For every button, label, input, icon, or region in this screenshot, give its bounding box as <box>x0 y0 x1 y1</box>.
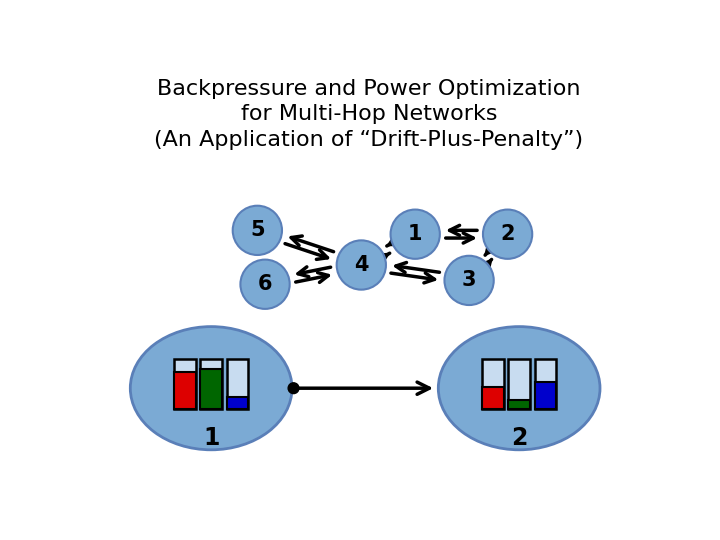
Text: 6: 6 <box>258 274 272 294</box>
Bar <box>227 359 248 409</box>
Bar <box>482 387 504 409</box>
Text: Backpressure and Power Optimization
for Multi-Hop Networks
(An Application of “D: Backpressure and Power Optimization for … <box>154 79 584 150</box>
Text: 2: 2 <box>500 224 515 244</box>
Text: 5: 5 <box>250 220 265 240</box>
Text: 1: 1 <box>408 224 423 244</box>
Bar <box>174 372 196 409</box>
Circle shape <box>288 383 299 394</box>
Circle shape <box>233 206 282 255</box>
Bar <box>227 397 248 409</box>
Bar <box>508 400 530 409</box>
Ellipse shape <box>438 327 600 450</box>
Ellipse shape <box>130 327 292 450</box>
Bar <box>482 359 504 409</box>
Circle shape <box>240 260 289 309</box>
Text: 1: 1 <box>203 426 220 450</box>
Text: 2: 2 <box>511 426 527 450</box>
Bar <box>534 382 556 409</box>
Circle shape <box>390 210 440 259</box>
Bar <box>534 359 556 409</box>
Bar <box>200 359 222 409</box>
Text: 3: 3 <box>462 271 477 291</box>
Circle shape <box>483 210 532 259</box>
Bar <box>200 369 222 409</box>
Bar <box>174 359 196 409</box>
Circle shape <box>444 256 494 305</box>
Bar <box>508 359 530 409</box>
Text: 4: 4 <box>354 255 369 275</box>
Circle shape <box>337 240 386 289</box>
